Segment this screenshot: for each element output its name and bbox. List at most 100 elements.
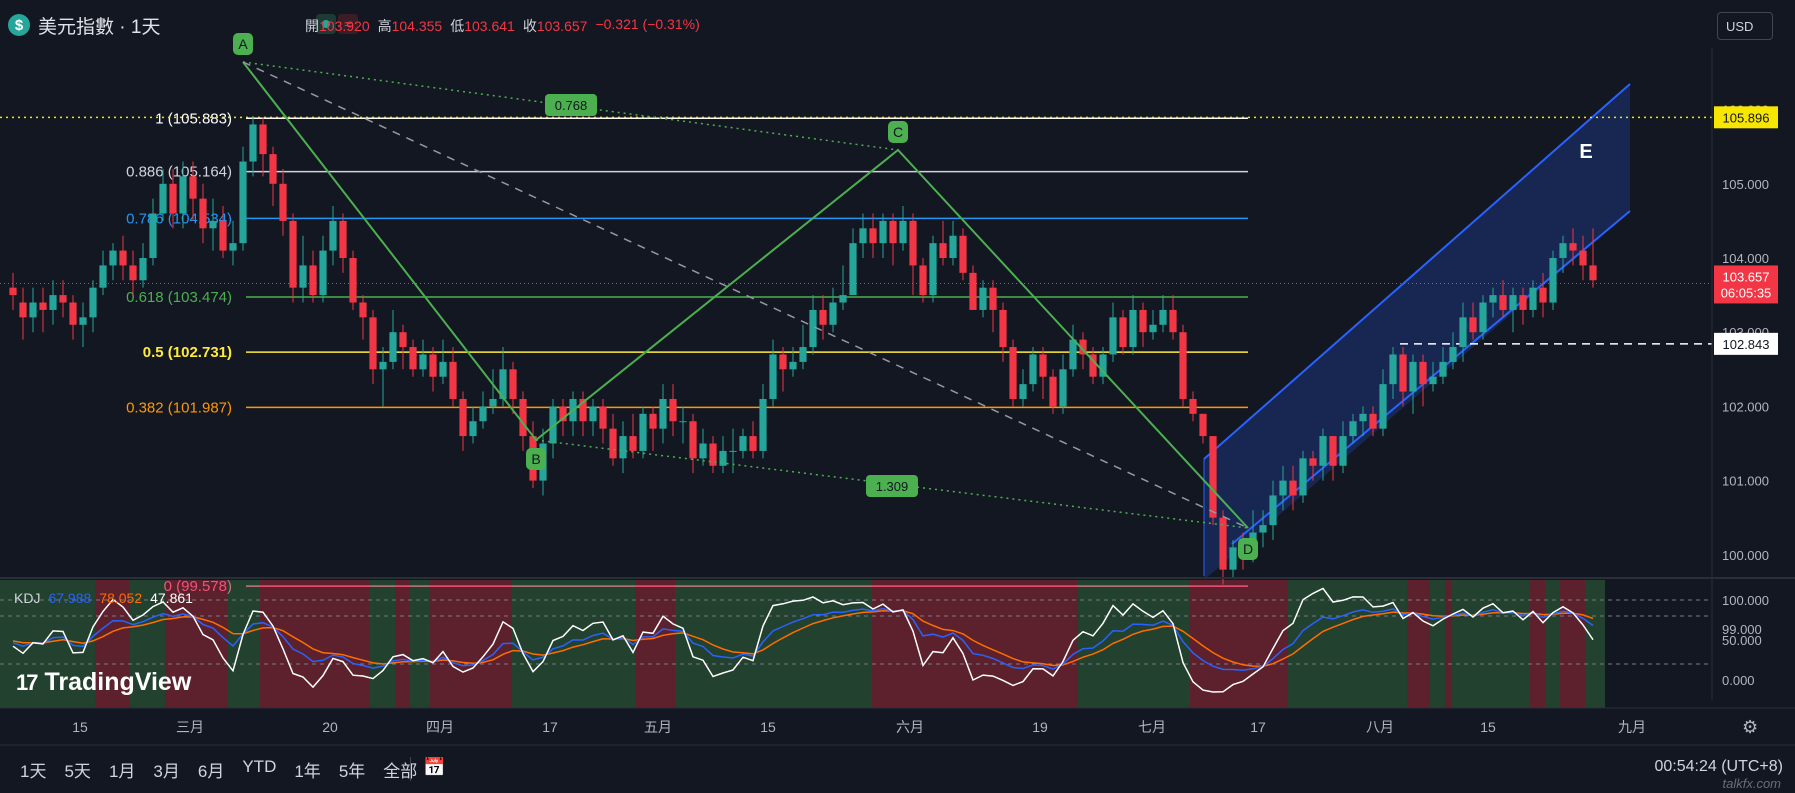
dollar-icon: $ bbox=[8, 14, 30, 36]
top-price-marker bbox=[1714, 106, 1778, 129]
time-tick: 15 bbox=[72, 719, 88, 735]
low-label: 低 bbox=[450, 18, 465, 34]
candle-body bbox=[919, 265, 927, 296]
candle-body bbox=[1499, 295, 1507, 310]
settings-icon[interactable]: ⚙ bbox=[1742, 717, 1759, 737]
time-tick: 八月 bbox=[1366, 719, 1394, 735]
kdj-zone bbox=[1430, 580, 1445, 708]
kdj-zone bbox=[395, 580, 410, 708]
symbol-title[interactable]: 美元指數 · 1天 bbox=[38, 16, 161, 38]
delay-icon[interactable]: ≈ bbox=[338, 14, 358, 34]
candle-body bbox=[1559, 243, 1567, 258]
currency-selector[interactable]: USD bbox=[1717, 12, 1773, 40]
tf-ytd[interactable]: YTD bbox=[242, 757, 277, 776]
fib-label: 1 (105.883) bbox=[155, 110, 232, 127]
pattern-point-badge bbox=[888, 121, 908, 143]
channel-upper bbox=[1203, 83, 1631, 460]
time-tick: 17 bbox=[542, 719, 558, 735]
candle-body bbox=[1219, 517, 1227, 570]
close-value: 103.657 bbox=[536, 18, 588, 34]
kdj-zone bbox=[130, 580, 165, 708]
candle-body bbox=[1279, 480, 1287, 496]
candle-body bbox=[959, 235, 967, 273]
calendar-icon[interactable]: 📅 bbox=[423, 757, 446, 777]
candle-body bbox=[1159, 309, 1167, 325]
tf-1m[interactable]: 1月 bbox=[108, 762, 136, 781]
candle-body bbox=[1189, 398, 1197, 414]
ohlc-readout: 開103.920 高104.355 低103.641 收103.657 −0.3… bbox=[305, 16, 700, 36]
candle-body bbox=[439, 361, 447, 377]
candle-body bbox=[49, 295, 57, 310]
kdj-pane: 100.000 50.000 0.000 bbox=[0, 577, 1795, 708]
candle-body bbox=[659, 398, 667, 429]
tv-logo-icon: 17 bbox=[16, 669, 39, 695]
candle-body bbox=[479, 406, 487, 422]
candle-body bbox=[299, 265, 307, 288]
candle-body bbox=[109, 250, 117, 266]
kdj-tick: 0.000 bbox=[1722, 673, 1755, 688]
candle-body bbox=[489, 398, 497, 407]
candle-body bbox=[259, 124, 267, 155]
candle-body bbox=[429, 354, 437, 377]
time-tick: 三月 bbox=[176, 719, 204, 735]
kdj-zone bbox=[1452, 580, 1530, 708]
candle-body bbox=[779, 354, 787, 370]
time-tick: 四月 bbox=[426, 719, 454, 735]
candle-body bbox=[89, 287, 97, 318]
candle-body bbox=[1039, 354, 1047, 377]
last-price-marker bbox=[1714, 265, 1778, 304]
candle-body bbox=[99, 265, 107, 288]
kdj-zone bbox=[228, 580, 260, 708]
candle-body bbox=[1049, 376, 1057, 407]
candle-body bbox=[749, 436, 757, 451]
tf-6m[interactable]: 6月 bbox=[197, 762, 225, 781]
kdj-legend[interactable]: KDJ 67.988 78.052 47.861 bbox=[14, 590, 193, 606]
candle-body bbox=[1089, 354, 1097, 377]
candle-body bbox=[729, 450, 737, 452]
candle-body bbox=[549, 406, 557, 444]
candle-body bbox=[1179, 332, 1187, 399]
kdj-zone bbox=[545, 580, 635, 708]
candle-body bbox=[1119, 317, 1127, 348]
tf-1d[interactable]: 1天 bbox=[20, 762, 47, 781]
candle-body bbox=[609, 428, 617, 459]
candle-body bbox=[1009, 347, 1017, 399]
candle-body bbox=[1199, 413, 1207, 437]
candle-body bbox=[619, 436, 627, 459]
market-open-icon[interactable] bbox=[316, 14, 336, 34]
candle-body bbox=[689, 421, 697, 459]
tf-1y[interactable]: 1年 bbox=[294, 762, 321, 781]
tradingview-logo[interactable]: 17 TradingView bbox=[16, 668, 191, 697]
candle-body bbox=[1289, 480, 1297, 496]
candle-body bbox=[369, 317, 377, 370]
candle-body bbox=[199, 198, 207, 229]
tf-5d[interactable]: 5天 bbox=[64, 762, 91, 781]
candle-body bbox=[69, 302, 77, 325]
candle-body bbox=[679, 421, 687, 423]
candle-body bbox=[599, 406, 607, 429]
candle-body bbox=[929, 243, 937, 296]
ratio-badge bbox=[545, 94, 597, 116]
candle-body bbox=[309, 265, 317, 296]
candle-body bbox=[1579, 250, 1587, 266]
clock[interactable]: 00:54:24 (UTC+8) bbox=[1654, 758, 1783, 775]
candle-body bbox=[649, 413, 657, 429]
last-price-label: 103.657 bbox=[1723, 269, 1770, 284]
tf-3m[interactable]: 3月 bbox=[153, 762, 180, 781]
candle-body bbox=[219, 220, 227, 251]
candle-body bbox=[1419, 361, 1427, 385]
tf-all[interactable]: 全部 bbox=[383, 762, 418, 781]
watermark: talkfx.com bbox=[1722, 776, 1781, 791]
candle-body bbox=[1349, 421, 1357, 437]
candle-body bbox=[389, 332, 397, 362]
kdj-zone bbox=[165, 580, 228, 708]
candle-body bbox=[879, 220, 887, 244]
tf-5y[interactable]: 5年 bbox=[338, 762, 366, 781]
kdj-zone bbox=[370, 580, 395, 708]
candle-body bbox=[759, 398, 767, 451]
toolbar-divider bbox=[410, 757, 411, 781]
change-value: −0.321 (−0.31%) bbox=[595, 16, 700, 32]
candle-body bbox=[449, 361, 457, 399]
price-tick: 104.000 bbox=[1722, 251, 1769, 266]
